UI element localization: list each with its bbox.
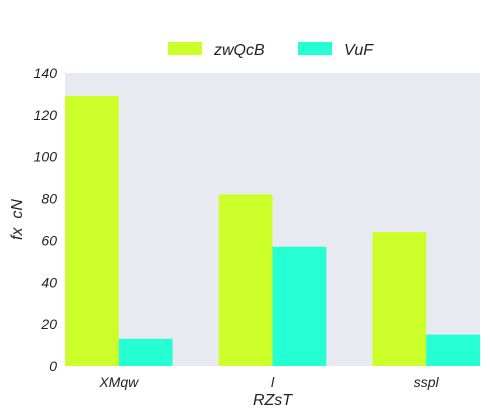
x-axis-ticks: XMqw l sspl (98, 374, 439, 390)
bar-zwQcB-l (218, 194, 273, 366)
y-tick-label: 20 (40, 316, 57, 332)
y-axis-label: fx cN (9, 199, 26, 240)
bar-zwQcB-sspl (372, 232, 427, 366)
y-axis-ticks: 0 20 40 60 80 100 120 140 (34, 65, 58, 374)
y-tick-label: 0 (49, 358, 57, 374)
x-tick-label: l (271, 374, 275, 390)
bar-VuF-sspl (426, 334, 480, 366)
legend-swatch-zwQcB (168, 42, 202, 55)
bar-zwQcB-XMqw (65, 96, 119, 367)
legend-label-VuF: VuF (344, 42, 374, 59)
y-tick-label: 80 (41, 191, 57, 207)
legend: zwQcB VuF (168, 42, 374, 59)
x-axis-label: RZsT (253, 392, 293, 409)
y-tick-label: 140 (34, 65, 58, 81)
y-tick-label: 60 (41, 232, 57, 248)
x-tick-label: XMqw (98, 374, 139, 390)
x-tick-label: sspl (414, 374, 440, 390)
bars-group (65, 96, 480, 367)
legend-swatch-VuF (298, 42, 332, 55)
bar-VuF-l (272, 246, 327, 366)
legend-label-zwQcB: zwQcB (213, 42, 265, 59)
y-tick-label: 120 (34, 107, 58, 123)
y-tick-label: 100 (34, 149, 58, 165)
y-tick-label: 40 (41, 274, 57, 290)
bar-VuF-XMqw (118, 338, 173, 366)
